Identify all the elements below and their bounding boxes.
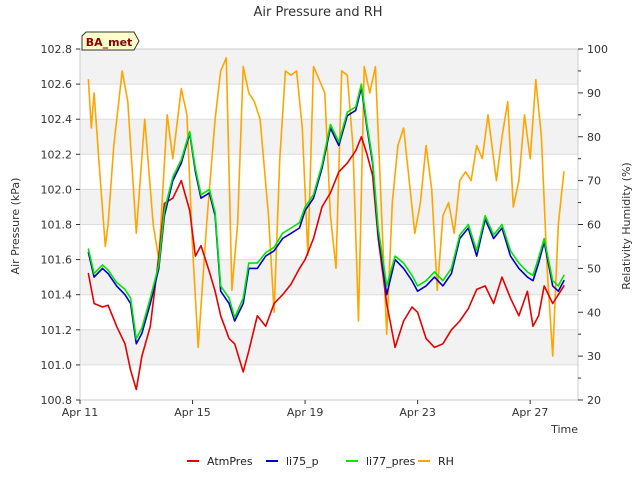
series-line-li77-pres bbox=[87, 83, 565, 340]
y-left-tick-label: 101.0 bbox=[41, 359, 73, 372]
y-right-tick-label: 70 bbox=[587, 175, 601, 188]
legend-label: li75_p bbox=[286, 455, 319, 468]
series-line-rh bbox=[87, 56, 565, 357]
x-tick-label: Apr 23 bbox=[399, 406, 436, 419]
y-right-tick-label: 90 bbox=[587, 87, 601, 100]
legend-label: AtmPres bbox=[207, 455, 253, 468]
y-right-tick-label: 50 bbox=[587, 262, 601, 275]
legend-label: RH bbox=[438, 455, 454, 468]
y-left-tick-label: 102.0 bbox=[41, 183, 73, 196]
background-band bbox=[80, 49, 578, 85]
y-left-tick-label: 101.4 bbox=[41, 289, 73, 302]
y-left-tick-label: 101.6 bbox=[41, 254, 73, 267]
grid-lines bbox=[80, 48, 578, 401]
x-tick-label: Apr 27 bbox=[512, 406, 549, 419]
background-band bbox=[80, 329, 578, 365]
site-badge-box bbox=[81, 31, 140, 51]
series-lines bbox=[87, 56, 565, 391]
site-badge-label: BA_met bbox=[86, 36, 133, 49]
y-axis-left-label: Air Pressure (kPa) bbox=[9, 178, 22, 275]
y-right-tick-label: 60 bbox=[587, 219, 601, 232]
y-right-tick-label: 100 bbox=[587, 43, 608, 56]
y-left-tick-label: 100.8 bbox=[41, 394, 73, 407]
y-left-tick-label: 102.6 bbox=[41, 78, 73, 91]
y-axis-right-label: Relativity Humidity (%) bbox=[620, 162, 633, 289]
axes: 100.8 101.0 101.2 101.4 101.6 101.8 102.0 102.2… bbox=[41, 43, 609, 419]
y-right-tick-label: 80 bbox=[587, 131, 601, 144]
x-tick-label: Apr 11 bbox=[62, 406, 99, 419]
y-left-tick-label: 101.2 bbox=[41, 324, 73, 337]
background-bands bbox=[80, 49, 578, 365]
chart-title: Air Pressure and RH bbox=[253, 5, 382, 20]
x-tick-label: Apr 15 bbox=[174, 406, 211, 419]
y-left-tick-label: 102.2 bbox=[41, 148, 73, 161]
background-band bbox=[80, 259, 578, 295]
legend-label: li77_pres bbox=[366, 455, 416, 468]
y-left-tick-label: 101.8 bbox=[41, 219, 73, 232]
x-axis-label: Time bbox=[550, 423, 578, 436]
y-right-tick-label: 20 bbox=[587, 394, 601, 407]
y-right-tick-label: 30 bbox=[587, 350, 601, 363]
legend: AtmPres li75_p li77_pres RH bbox=[187, 455, 454, 468]
y-left-tick-label: 102.8 bbox=[41, 43, 73, 56]
site-badge: BA_met bbox=[81, 31, 140, 51]
y-right-tick-label: 40 bbox=[587, 306, 601, 319]
x-tick-label: Apr 19 bbox=[287, 406, 324, 419]
y-left-tick-label: 102.4 bbox=[41, 113, 73, 126]
